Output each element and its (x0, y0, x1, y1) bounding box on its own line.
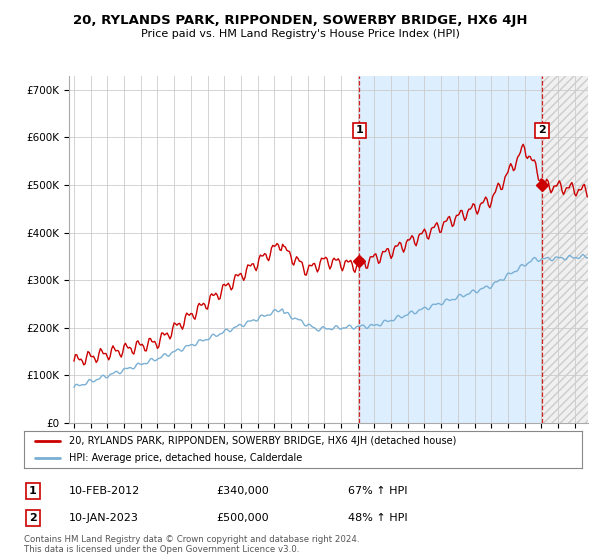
Text: 2: 2 (29, 513, 37, 523)
Bar (542, 76, 600, 423)
Text: 20, RYLANDS PARK, RIPPONDEN, SOWERBY BRIDGE, HX6 4JH: 20, RYLANDS PARK, RIPPONDEN, SOWERBY BRI… (73, 14, 527, 27)
Text: Contains HM Land Registry data © Crown copyright and database right 2024.
This d: Contains HM Land Registry data © Crown c… (24, 535, 359, 554)
Bar (359, 76, 542, 423)
Text: £340,000: £340,000 (216, 486, 269, 496)
Text: 1: 1 (29, 486, 37, 496)
Text: 20, RYLANDS PARK, RIPPONDEN, SOWERBY BRIDGE, HX6 4JH (detached house): 20, RYLANDS PARK, RIPPONDEN, SOWERBY BRI… (68, 436, 456, 446)
Text: 10-FEB-2012: 10-FEB-2012 (69, 486, 140, 496)
Text: HPI: Average price, detached house, Calderdale: HPI: Average price, detached house, Cald… (68, 453, 302, 463)
Text: 48% ↑ HPI: 48% ↑ HPI (348, 513, 407, 523)
Text: 1: 1 (355, 125, 363, 136)
Text: 2: 2 (538, 125, 546, 136)
Text: 67% ↑ HPI: 67% ↑ HPI (348, 486, 407, 496)
Text: £500,000: £500,000 (216, 513, 269, 523)
Text: Price paid vs. HM Land Registry's House Price Index (HPI): Price paid vs. HM Land Registry's House … (140, 29, 460, 39)
Text: 10-JAN-2023: 10-JAN-2023 (69, 513, 139, 523)
